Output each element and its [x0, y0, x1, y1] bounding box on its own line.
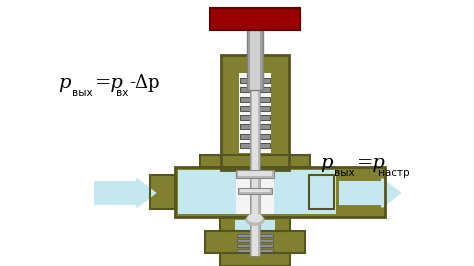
Bar [252, 46, 258, 256]
Bar [240, 143, 270, 148]
Bar [237, 244, 273, 247]
FancyArrow shape [95, 179, 155, 207]
Text: p: p [58, 74, 71, 92]
Bar [221, 55, 289, 73]
Bar [240, 87, 270, 92]
Ellipse shape [246, 215, 264, 225]
Bar [220, 217, 290, 231]
Bar [220, 217, 290, 231]
Bar [175, 167, 385, 217]
Bar [240, 87, 270, 92]
Bar [309, 175, 334, 209]
Bar [240, 106, 270, 111]
Bar [238, 170, 272, 176]
Text: -Δp: -Δp [129, 74, 159, 92]
Ellipse shape [248, 214, 262, 222]
Bar [240, 78, 270, 83]
Bar [246, 170, 336, 214]
Bar [236, 170, 274, 178]
Bar [247, 30, 263, 90]
Bar [238, 188, 272, 194]
Bar [237, 249, 273, 252]
Bar [238, 188, 272, 194]
Bar [237, 244, 273, 247]
Bar [271, 55, 289, 170]
Bar [237, 249, 273, 252]
Bar [236, 170, 274, 214]
Bar [221, 153, 289, 170]
Bar [240, 124, 270, 129]
Bar [240, 97, 270, 102]
Bar [247, 30, 263, 90]
Bar [200, 155, 310, 167]
Text: p: p [320, 154, 332, 172]
Text: вх: вх [116, 88, 128, 98]
Bar [220, 253, 290, 266]
Bar [250, 30, 260, 90]
Bar [150, 175, 175, 209]
Bar [240, 115, 270, 120]
Bar [221, 55, 289, 170]
Bar [236, 170, 274, 178]
Bar [205, 231, 305, 253]
Bar [250, 46, 260, 256]
Bar [240, 143, 270, 148]
Bar [200, 155, 310, 167]
Bar [221, 55, 239, 170]
Bar [240, 97, 270, 102]
Bar [240, 134, 270, 139]
Bar [210, 8, 300, 30]
Bar [210, 8, 300, 30]
Bar [220, 253, 290, 266]
Bar [240, 115, 270, 120]
Bar [240, 188, 270, 192]
Bar [237, 234, 273, 237]
Text: =p: =p [357, 154, 386, 172]
Text: вых: вых [72, 88, 92, 98]
Text: настр: настр [378, 168, 410, 178]
Bar [240, 78, 270, 83]
Bar [309, 175, 334, 209]
Bar [250, 46, 260, 256]
Bar [175, 167, 385, 217]
Bar [240, 106, 270, 111]
Bar [216, 170, 274, 214]
FancyArrow shape [340, 179, 400, 207]
Bar [240, 124, 270, 129]
Bar [237, 239, 273, 242]
Text: =p: =p [95, 74, 124, 92]
Bar [205, 231, 305, 253]
Bar [150, 175, 175, 209]
Bar [240, 134, 270, 139]
Bar [237, 239, 273, 242]
Bar [239, 73, 271, 153]
Bar [237, 234, 273, 237]
Bar [235, 220, 275, 232]
Bar [178, 170, 268, 214]
Text: вых: вых [334, 168, 355, 178]
